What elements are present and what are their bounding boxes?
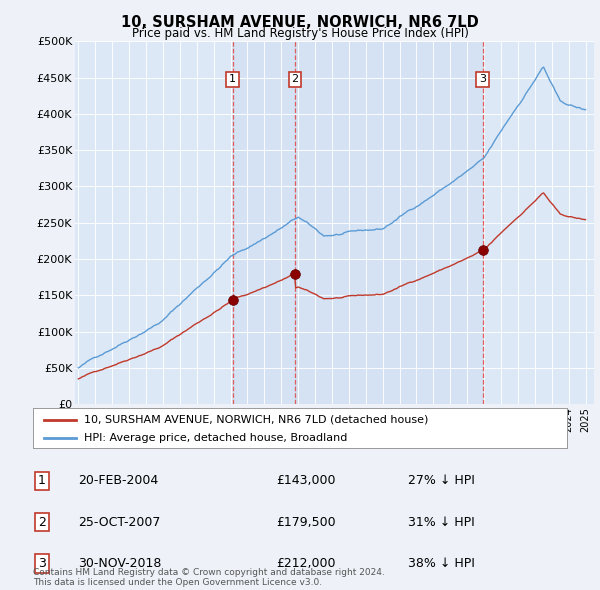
Text: Contains HM Land Registry data © Crown copyright and database right 2024.
This d: Contains HM Land Registry data © Crown c… — [33, 568, 385, 587]
Text: 1: 1 — [38, 474, 46, 487]
Text: 38% ↓ HPI: 38% ↓ HPI — [408, 557, 475, 570]
Text: 2: 2 — [38, 516, 46, 529]
Text: 3: 3 — [479, 74, 486, 84]
Text: HPI: Average price, detached house, Broadland: HPI: Average price, detached house, Broa… — [84, 434, 347, 443]
Bar — [233, 41, 295, 404]
Text: £212,000: £212,000 — [276, 557, 335, 570]
Text: 2: 2 — [292, 74, 299, 84]
Text: 27% ↓ HPI: 27% ↓ HPI — [408, 474, 475, 487]
Bar — [295, 41, 483, 404]
Text: 10, SURSHAM AVENUE, NORWICH, NR6 7LD (detached house): 10, SURSHAM AVENUE, NORWICH, NR6 7LD (de… — [84, 415, 428, 425]
Text: 20-FEB-2004: 20-FEB-2004 — [78, 474, 158, 487]
Text: 25-OCT-2007: 25-OCT-2007 — [78, 516, 160, 529]
Text: 1: 1 — [229, 74, 236, 84]
Text: 10, SURSHAM AVENUE, NORWICH, NR6 7LD: 10, SURSHAM AVENUE, NORWICH, NR6 7LD — [121, 15, 479, 30]
Text: 30-NOV-2018: 30-NOV-2018 — [78, 557, 161, 570]
Text: £179,500: £179,500 — [276, 516, 335, 529]
Text: 31% ↓ HPI: 31% ↓ HPI — [408, 516, 475, 529]
Text: Price paid vs. HM Land Registry's House Price Index (HPI): Price paid vs. HM Land Registry's House … — [131, 27, 469, 40]
Text: 3: 3 — [38, 557, 46, 570]
Text: £143,000: £143,000 — [276, 474, 335, 487]
